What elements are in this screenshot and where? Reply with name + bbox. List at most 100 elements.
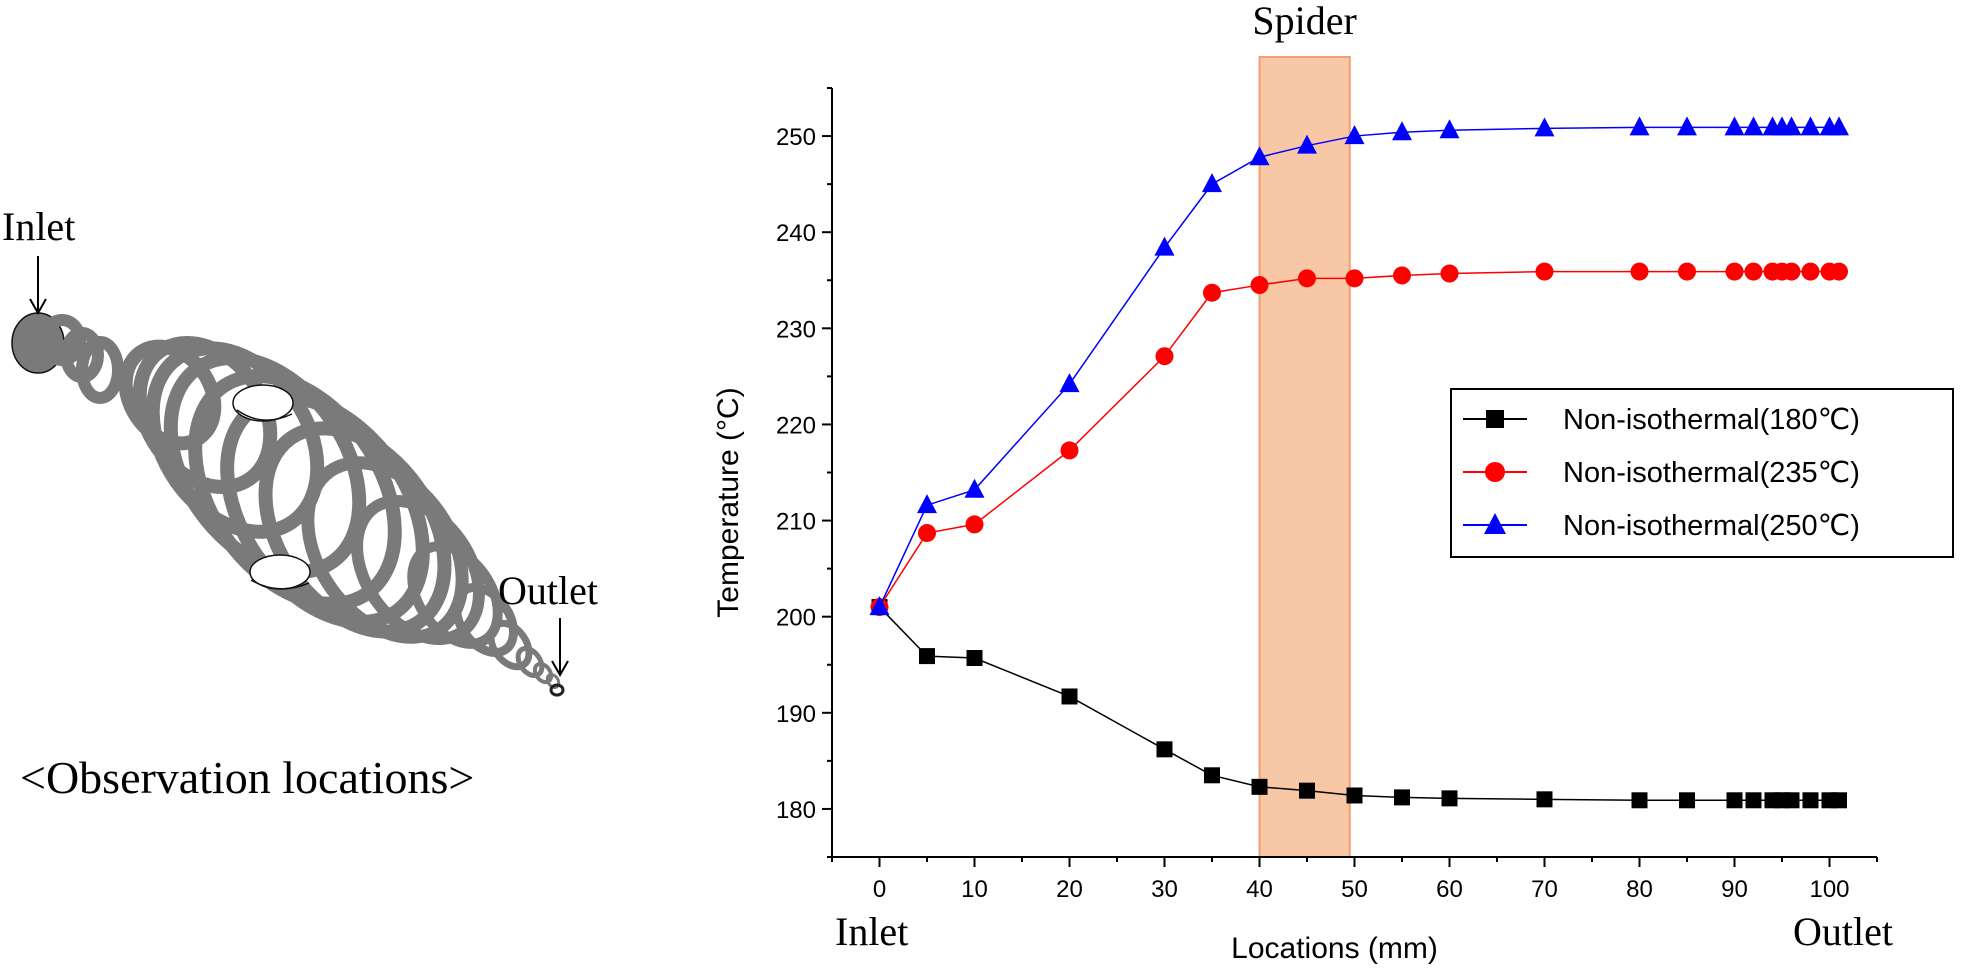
data-point: [1830, 262, 1848, 281]
y-tick-label: 190: [776, 701, 816, 728]
data-point: [1629, 116, 1650, 136]
data-point: [1441, 790, 1458, 807]
y-tick-label: 240: [776, 220, 816, 247]
legend-label: Non-isothermal(250℃): [1563, 510, 1860, 542]
data-point: [1829, 116, 1849, 136]
outlet-label: Outlet: [498, 568, 598, 613]
series-1: [871, 599, 1847, 809]
observation-marker-upper: [232, 384, 294, 422]
data-point: [1631, 792, 1648, 809]
data-point: [1534, 117, 1555, 137]
legend-marker: [1485, 462, 1505, 482]
x-tick-label: 40: [1246, 876, 1273, 903]
legend-item-3: Non-isothermal(250℃): [1463, 510, 1860, 542]
data-point: [918, 524, 936, 543]
legend-item-2: Non-isothermal(235℃): [1463, 457, 1860, 489]
data-point: [1800, 116, 1821, 136]
x-tick-label: 0: [873, 876, 886, 903]
inlet-label: Inlet: [2, 204, 75, 249]
data-point: [1725, 262, 1744, 281]
coil-drawing: [11, 312, 565, 697]
data-point: [1392, 121, 1412, 141]
illustration-caption: <Observation locations>: [20, 752, 474, 803]
x-tick-label: 70: [1531, 876, 1558, 903]
y-tick-label: 220: [776, 412, 816, 439]
data-point: [1781, 116, 1802, 136]
spider-label: Spider: [1252, 0, 1356, 43]
data-point: [1536, 791, 1553, 808]
data-point: [1059, 373, 1080, 393]
series-3: [869, 116, 1849, 616]
spider-region: [1258, 56, 1351, 858]
data-point: [1782, 262, 1801, 281]
y-tick-label: 200: [776, 605, 816, 632]
data-point: [1156, 741, 1173, 758]
x-tick-label: 30: [1151, 876, 1178, 903]
data-point: [1726, 792, 1743, 809]
axes: 180 190 200 210 220 230 240 250 0 10 20 30 40 50 60 70 8…: [776, 87, 1878, 903]
data-point: [964, 478, 985, 498]
legend-label: Non-isothermal(180℃): [1563, 404, 1860, 436]
data-point: [965, 515, 984, 534]
legend-item-1: Non-isothermal(180℃): [1463, 404, 1860, 436]
data-point: [1344, 125, 1365, 145]
legend: Non-isothermal(180℃) Non-isothermal(235℃)…: [1450, 388, 1954, 558]
data-point: [1203, 283, 1221, 302]
series-layer: [869, 116, 1849, 809]
data-point: [1393, 266, 1411, 285]
y-tick-label: 180: [776, 797, 816, 824]
data-point: [1678, 262, 1696, 281]
y-axis-label: Temperature (°C): [712, 387, 745, 617]
data-point: [1801, 262, 1820, 281]
series-line: [878, 606, 1839, 802]
x-axis-label: Locations (mm): [1231, 932, 1438, 965]
x-tick-label: 60: [1436, 876, 1463, 903]
data-point: [1745, 792, 1762, 809]
observation-marker-lower: [249, 554, 311, 590]
x-axis-outlet-label: Outlet: [1793, 909, 1893, 954]
data-point: [1831, 792, 1847, 809]
data-point: [1679, 792, 1695, 809]
data-point: [966, 650, 983, 667]
data-point: [1743, 116, 1764, 136]
x-tick-label: 10: [961, 876, 988, 903]
data-point: [1630, 262, 1649, 281]
data-point: [1297, 134, 1317, 154]
data-point: [1299, 782, 1315, 799]
data-point: [1783, 792, 1800, 809]
data-point: [1298, 269, 1316, 288]
x-tick-label: 90: [1721, 876, 1748, 903]
x-tick-label: 80: [1626, 876, 1653, 903]
data-point: [1250, 276, 1269, 295]
x-axis-inlet-label: Inlet: [835, 909, 908, 954]
observation-illustration: Inlet Outlet <Observation locations>: [2, 204, 598, 803]
data-point: [1061, 688, 1078, 705]
data-point: [1155, 347, 1174, 366]
data-point: [1744, 262, 1763, 281]
x-tick-label: 20: [1056, 876, 1083, 903]
data-point: [1154, 236, 1175, 256]
legend-label: Non-isothermal(235℃): [1563, 457, 1860, 489]
temperature-chart: Spider 180 190 200 210 220 230 240 250 0 10 20 30 40…: [712, 0, 1954, 965]
inlet-arrow: [29, 256, 47, 316]
data-point: [869, 596, 890, 616]
data-point: [1251, 778, 1268, 795]
data-point: [1535, 262, 1554, 281]
data-point: [1724, 116, 1745, 136]
legend-marker: [1484, 513, 1506, 534]
data-point: [1439, 119, 1460, 139]
legend-marker: [1486, 410, 1504, 428]
legend-box: [1450, 388, 1954, 558]
x-tick-label: 50: [1341, 876, 1368, 903]
data-point: [1802, 792, 1819, 809]
x-tick-label: 100: [1809, 876, 1849, 903]
y-tick-label: 210: [776, 509, 816, 536]
data-point: [1346, 787, 1363, 804]
data-point: [1202, 173, 1222, 193]
y-tick-label: 250: [776, 124, 816, 151]
data-point: [1394, 789, 1410, 806]
data-point: [1060, 441, 1079, 460]
data-point: [1440, 264, 1459, 283]
series-2: [870, 262, 1848, 617]
